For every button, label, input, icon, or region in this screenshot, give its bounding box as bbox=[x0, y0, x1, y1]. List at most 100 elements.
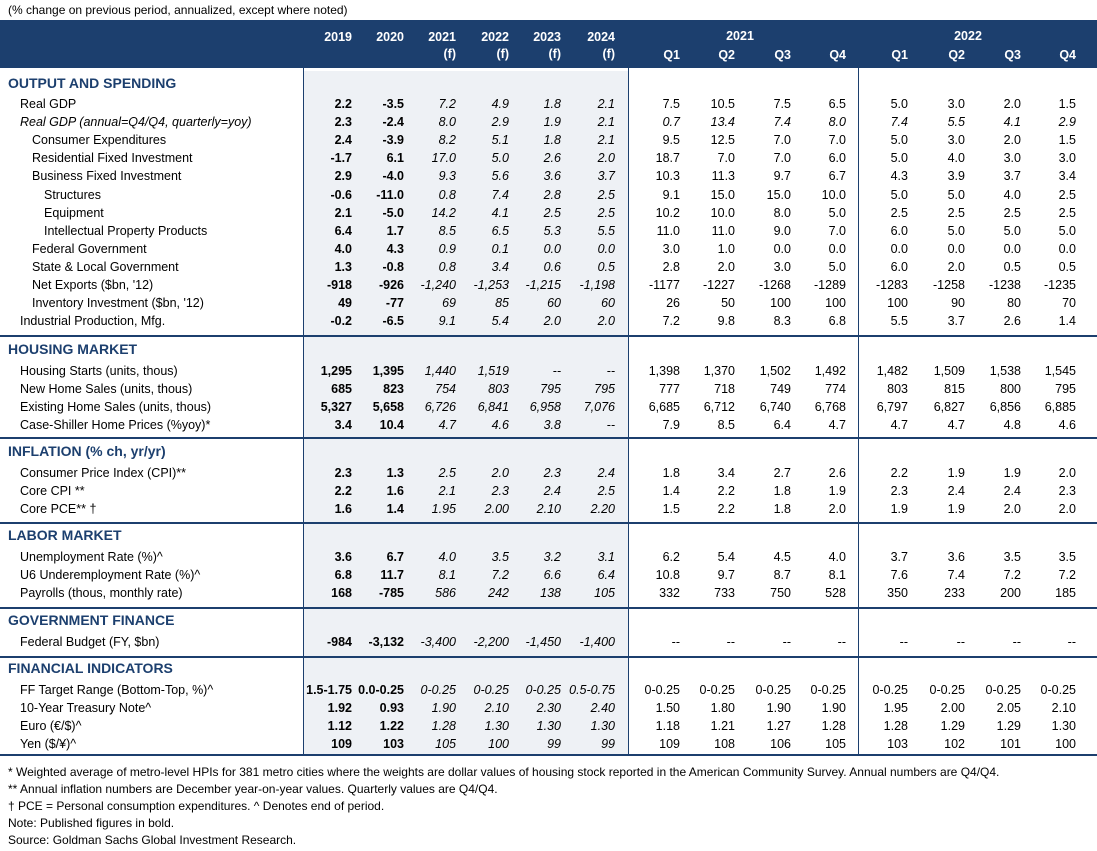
cell-value: 1,440 bbox=[424, 364, 456, 378]
cell-value: 0.5 bbox=[1058, 259, 1076, 274]
cell-value: 1.8 bbox=[543, 97, 561, 111]
cell-value: 3.0 bbox=[773, 259, 791, 274]
cell-value: 13.4 bbox=[710, 115, 735, 130]
cell-value: 6,726 bbox=[424, 400, 456, 415]
cell-value: 2.4 bbox=[1003, 484, 1021, 499]
cell-value: 3.4 bbox=[491, 259, 509, 274]
cell-value: 750 bbox=[770, 586, 791, 601]
cell-value: 1,492 bbox=[814, 364, 846, 378]
quarter-header-1: Q2 bbox=[718, 48, 735, 62]
cell-value: 1,502 bbox=[759, 364, 791, 378]
section-divider bbox=[0, 607, 1097, 609]
footnote: ** Annual inflation numbers are December… bbox=[8, 782, 498, 796]
footnote: Source: Goldman Sachs Global Investment … bbox=[8, 833, 297, 847]
cell-value: -- bbox=[671, 635, 680, 649]
cell-value: 2.10 bbox=[1051, 701, 1076, 716]
cell-value: 7.0 bbox=[773, 133, 791, 148]
year-header-4: 2023 (f) bbox=[521, 30, 561, 61]
cell-value: 5.0 bbox=[890, 151, 908, 166]
cell-value: 1,519 bbox=[477, 364, 509, 378]
cell-value: 5.0 bbox=[828, 259, 846, 274]
cell-value: 1,370 bbox=[703, 364, 735, 378]
group-header-2022: 2022 bbox=[954, 29, 982, 43]
cell-value: 7.0 bbox=[717, 151, 735, 166]
year-label: 2019 bbox=[324, 30, 352, 44]
table-row: Inventory Investment ($bn, '12) 49 -77 69 85… bbox=[0, 294, 1097, 312]
cell-value: 2.0 bbox=[491, 466, 509, 480]
cell-value: 6.0 bbox=[890, 259, 908, 274]
cell-value: 6.7 bbox=[386, 550, 404, 564]
cell-value: 0.5 bbox=[1003, 259, 1021, 274]
cell-value: 1.28 bbox=[883, 719, 908, 734]
cell-value: 0.0 bbox=[890, 241, 908, 256]
cell-value: 4.0 bbox=[334, 241, 352, 256]
cell-value: 18.7 bbox=[655, 151, 680, 166]
cell-value: 7.2 bbox=[491, 568, 509, 583]
cell-value: 102 bbox=[944, 737, 965, 752]
cell-value: 10.0 bbox=[710, 205, 735, 220]
cell-value: 0.6 bbox=[543, 259, 561, 274]
table-row: Unemployment Rate (%)^ 3.6 6.7 4.0 3.5 3.2 3.1… bbox=[0, 548, 1097, 566]
cell-value: 99 bbox=[547, 737, 561, 752]
cell-value: 1.90 bbox=[821, 701, 846, 716]
cell-value: 0.0 bbox=[1058, 241, 1076, 256]
cell-value: 10.0 bbox=[821, 187, 846, 202]
row-label: Euro (€/$)^ bbox=[20, 719, 82, 734]
cell-value: 803 bbox=[488, 382, 509, 397]
cell-value: 9.5 bbox=[662, 133, 680, 148]
cell-value: 8.3 bbox=[773, 314, 791, 329]
cell-value: 586 bbox=[435, 586, 456, 601]
forecast-flag: (f) bbox=[548, 47, 562, 61]
cell-value: 105 bbox=[825, 737, 846, 752]
cell-value: 8.0 bbox=[438, 115, 456, 130]
cell-value: 4.3 bbox=[890, 169, 908, 184]
quarter-header-6: Q3 bbox=[1004, 48, 1021, 62]
row-label: Housing Starts (units, thous) bbox=[20, 364, 178, 378]
cell-value: 2.9 bbox=[491, 115, 509, 130]
cell-value: 6.5 bbox=[828, 97, 846, 111]
cell-value: 6,856 bbox=[989, 400, 1021, 415]
cell-value: 2.0 bbox=[828, 502, 846, 517]
cell-value: -1268 bbox=[759, 278, 791, 292]
year-header-5: 2024 (f) bbox=[575, 30, 615, 61]
cell-value: 100 bbox=[1055, 737, 1076, 752]
cell-value: 2.2 bbox=[717, 502, 735, 517]
cell-value: -- bbox=[1012, 635, 1021, 649]
cell-value: 2.7 bbox=[773, 466, 791, 480]
cell-value: 2.5 bbox=[947, 205, 965, 220]
cell-value: 5.4 bbox=[717, 550, 735, 564]
cell-value: 5.3 bbox=[543, 223, 561, 238]
cell-value: 138 bbox=[540, 586, 561, 601]
cell-value: 99 bbox=[601, 737, 615, 752]
cell-value: 2.3 bbox=[334, 115, 352, 130]
cell-value: 6.2 bbox=[662, 550, 680, 564]
cell-value: -3,400 bbox=[420, 635, 456, 649]
cell-value: 2.05 bbox=[996, 701, 1021, 716]
cell-value: 1.28 bbox=[431, 719, 456, 734]
cell-value: -3.9 bbox=[382, 133, 404, 148]
cell-value: 11.3 bbox=[711, 169, 735, 184]
section-divider bbox=[0, 656, 1097, 658]
section-divider bbox=[0, 335, 1097, 337]
cell-value: 6.4 bbox=[773, 418, 791, 433]
cell-value: 4.1 bbox=[1003, 115, 1021, 130]
column-divider bbox=[858, 68, 859, 754]
cell-value: 3.7 bbox=[947, 314, 965, 329]
year-label: 2023 bbox=[533, 30, 561, 44]
cell-value: 795 bbox=[1055, 382, 1076, 397]
table-row: U6 Underemployment Rate (%)^ 6.8 11.7 8.1 7.… bbox=[0, 566, 1097, 584]
cell-value: 70 bbox=[1062, 296, 1076, 311]
cell-value: 6,768 bbox=[814, 400, 846, 415]
cell-value: 103 bbox=[887, 737, 908, 752]
cell-value: 1.9 bbox=[947, 502, 965, 517]
quarter-header-5: Q2 bbox=[948, 48, 965, 62]
cell-value: 10.8 bbox=[655, 568, 680, 583]
cell-value: 1.3 bbox=[386, 466, 404, 480]
cell-value: 6.7 bbox=[828, 169, 846, 184]
cell-value: 1.4 bbox=[386, 502, 404, 517]
cell-value: 1.95 bbox=[883, 701, 908, 716]
table-row: Yen ($/¥)^ 109 103 105 100 99 99 109 108 106 105 10… bbox=[0, 735, 1097, 753]
cell-value: 1.8 bbox=[773, 484, 791, 499]
cell-value: 4.7 bbox=[438, 418, 456, 433]
column-divider bbox=[303, 68, 304, 754]
